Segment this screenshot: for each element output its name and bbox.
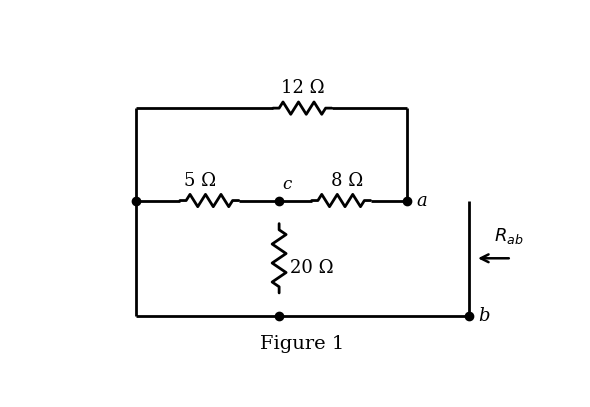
Text: b: b <box>478 307 490 325</box>
Text: 12 Ω: 12 Ω <box>281 79 324 97</box>
Text: 8 Ω: 8 Ω <box>331 172 363 190</box>
Text: 20 Ω: 20 Ω <box>290 258 333 276</box>
Text: a: a <box>417 192 427 210</box>
Text: Figure 1: Figure 1 <box>260 335 345 353</box>
Text: 5 Ω: 5 Ω <box>184 172 216 190</box>
Text: c: c <box>282 176 291 193</box>
Text: $R_{ab}$: $R_{ab}$ <box>494 226 524 246</box>
